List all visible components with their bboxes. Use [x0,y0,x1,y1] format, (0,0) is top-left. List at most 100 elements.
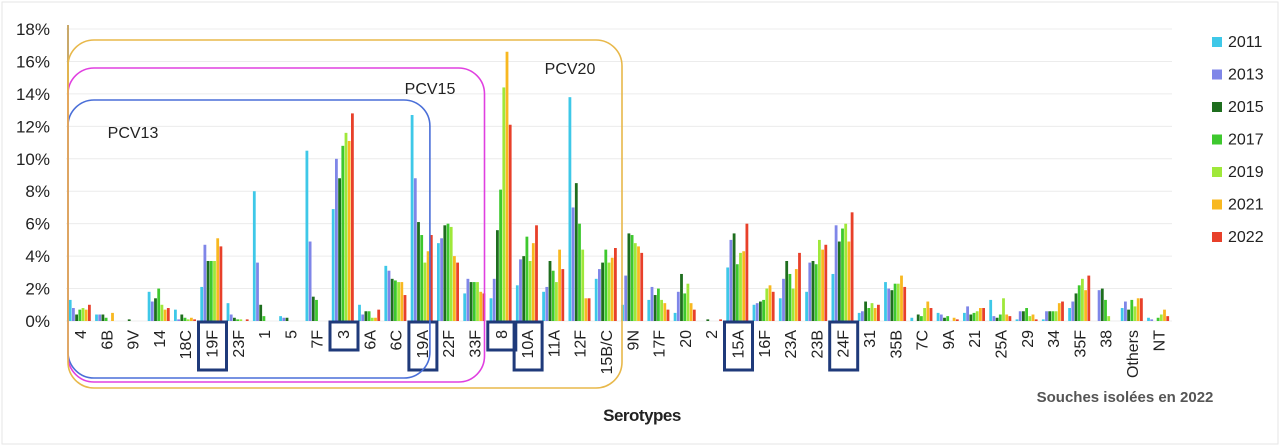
legend-swatch [1212,69,1222,80]
bar-2013-12F [571,207,575,321]
x-tick-label: 15A [731,330,748,359]
bar-2013-23A [782,278,785,321]
bar-2021-11A [558,249,561,321]
bar-2015-24F [837,241,841,321]
bar-2015-7F [311,296,315,321]
bar-2011-7F [305,150,309,321]
bar-2017-23F [236,319,239,321]
highlight-box-19F [197,320,228,372]
bar-2013-6A [361,314,365,321]
bar-2019-12F [581,249,585,321]
bar-2011-15B/C [594,278,598,321]
y-tick-label: 8% [25,182,50,201]
bar-2021-9N [637,246,640,321]
bar-2015-16F [759,301,762,321]
y-tick-label: 18% [16,20,50,39]
bar-2011-14 [147,291,151,321]
x-tick-label: 9A [941,330,958,350]
bar-2022-19A [429,235,433,321]
legend-swatch [1212,167,1222,177]
bar-2015-10A [522,256,526,321]
legend-swatch [1212,232,1222,242]
bar-2017-Others [1130,299,1134,321]
bar-2013-25A [992,316,996,321]
bar-2017-10A [525,236,529,321]
bar-2022-25A [1008,316,1012,321]
x-tick-label: 9V [126,330,143,350]
bar-2021-20 [689,303,693,321]
bar-2019-15A [739,252,742,321]
bar-2011-21 [963,312,966,321]
legend-label: 2021 [1228,197,1264,214]
legend-label: 2013 [1228,67,1264,84]
bar-2022-4 [88,304,91,321]
bar-2021-33F [479,291,483,321]
x-tick-label: 35F [1072,330,1089,358]
bar-2011-20 [673,312,677,321]
bar-2022-20 [692,309,696,321]
x-tick-label: 7F [310,330,327,349]
bar-2019-35B [896,283,900,321]
bar-2013-15B/C [598,269,601,321]
bar-2022-22F [456,262,459,321]
bar-2017-16F [762,299,765,321]
bar-2021-15B/C [610,257,614,321]
bar-2015-21 [969,314,973,321]
bar-2015-9A [943,317,946,321]
bar-2021-35B [900,275,903,321]
bar-2021-19A [426,251,430,321]
bar-2013-Others [1124,301,1127,321]
bar-2015-7C [916,314,920,321]
bar-2017-6A [367,311,371,321]
y-tick-label: 16% [16,52,50,71]
y-tick-label: 6% [25,215,50,234]
bar-2017-4 [78,309,82,321]
bar-2015-2 [706,319,710,321]
x-tick-label: 25A [994,330,1011,359]
x-tick-label: 23F [231,330,248,358]
bar-2019-NT [1159,314,1163,321]
x-tick-label: 8 [494,330,511,339]
highlight-box-8 [486,320,518,352]
bar-2022-NT [1166,316,1170,321]
bar-2015-23B [811,260,815,321]
bar-2022-31 [877,304,880,321]
bar-2019-21 [975,311,979,321]
highlight-box-3 [328,320,360,352]
bar-2011-3 [331,209,335,321]
bar-2017-31 [867,308,871,321]
vaccine-group-box-PCV20 [67,39,623,389]
bar-2015-18C [180,314,184,321]
bar-2021-14 [163,309,167,321]
bar-2021-25A [1005,314,1009,321]
bar-2013-35F [1071,301,1075,321]
bar-2015-6C [390,278,394,321]
bar-2019-33F [476,282,479,321]
highlight-box-10A [512,320,544,372]
bar-2015-31 [864,301,867,321]
bar-2011-7C [910,317,914,321]
bar-2011-6B [95,314,98,321]
bar-2022-7C [929,308,933,321]
highlight-box-24F [828,320,860,372]
bar-2011-11A [542,291,545,321]
bar-2019-18C [186,319,190,321]
x-tick-label: 17F [652,330,669,358]
bar-2019-16F [765,288,769,321]
bar-2022-23F [245,319,249,321]
bar-2021-Others [1136,298,1140,321]
bar-2011-NT [1147,317,1150,321]
x-tick-label: 38 [1099,330,1116,348]
x-tick-label: 29 [1020,330,1037,348]
bar-2011-33F [463,293,467,321]
x-tick-label: 23B [809,330,826,358]
bar-2015-33F [469,282,473,321]
bar-2021-31 [873,308,877,321]
bar-2015-9V [127,319,131,321]
bar-2019-4 [81,308,85,321]
bar-2021-15A [742,251,746,321]
bar-2013-19A [413,178,417,321]
bar-2021-24F [847,241,851,321]
bar-2017-23A [788,273,792,321]
bar-2022-23B [824,244,828,321]
